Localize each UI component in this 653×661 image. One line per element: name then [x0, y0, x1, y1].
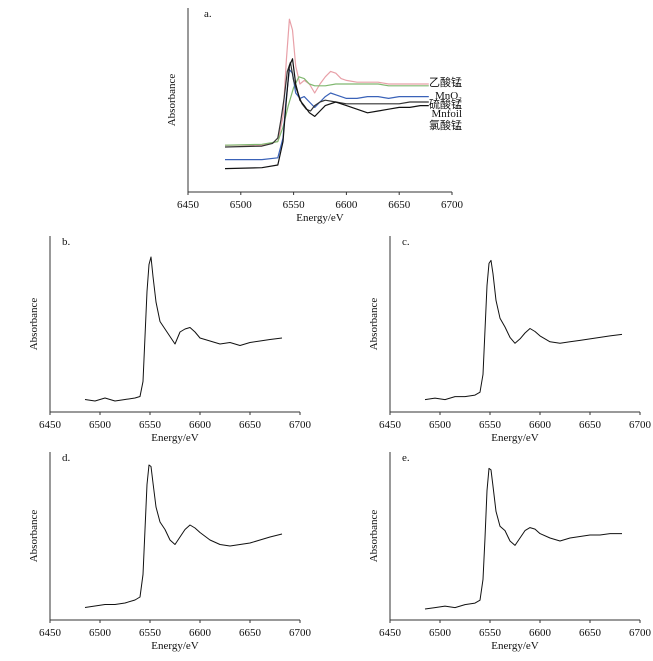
x-tick-label: 6700: [289, 419, 312, 431]
panel-d: 6450 6500 6550 6600 6650 6700 Energy/eV Absorba…: [28, 452, 312, 652]
legend-label: 乙酸锰: [429, 75, 462, 89]
x-tick-label: 6700: [441, 199, 464, 211]
x-tick-label: 6600: [529, 419, 552, 431]
panel-label: a.: [204, 8, 212, 20]
x-axis-label: Energy/eV: [491, 432, 539, 444]
legend-label: Mnfoil: [431, 108, 462, 120]
x-tick-label: 6700: [289, 627, 312, 639]
x-tick-label: 6500: [429, 627, 452, 639]
series-line-b-0: [84, 256, 283, 402]
x-tick-label: 6700: [629, 419, 652, 431]
x-tick-label: 6650: [239, 419, 262, 431]
x-tick-label: 6650: [579, 419, 602, 431]
x-tick-label: 6550: [139, 419, 162, 431]
y-axis-label: Absorbance: [368, 298, 380, 351]
x-axis-label: Energy/eV: [296, 212, 344, 224]
panel-b: 6450 6500 6550 6600 6650 6700 Energy/eV Absorba…: [28, 236, 312, 444]
x-tick-label: 6450: [379, 419, 402, 431]
series-line-c-0: [424, 259, 623, 401]
panel-label: c.: [402, 236, 410, 248]
x-tick-label: 6550: [479, 627, 502, 639]
series-line-a-1: [224, 76, 429, 146]
panel-a: 6450 6500 6550 6600 6650 6700 Energy/eV Absorba…: [166, 8, 464, 224]
x-tick-label: 6650: [388, 199, 411, 211]
x-tick-label: 6550: [139, 627, 162, 639]
x-axis-label: Energy/eV: [491, 640, 539, 652]
x-tick-label: 6450: [177, 199, 200, 211]
x-tick-label: 6450: [379, 627, 402, 639]
series-line-d-0: [84, 464, 283, 608]
x-tick-label: 6450: [39, 627, 62, 639]
x-tick-label: 6450: [39, 419, 62, 431]
x-tick-label: 6500: [429, 419, 452, 431]
x-tick-label: 6600: [189, 419, 212, 431]
x-tick-label: 6500: [89, 419, 112, 431]
x-tick-label: 6550: [479, 419, 502, 431]
x-tick-label: 6600: [335, 199, 358, 211]
panel-label: b.: [62, 236, 71, 248]
legend-label: 氯酸锰: [429, 118, 462, 132]
x-tick-label: 6500: [89, 627, 112, 639]
x-tick-label: 6650: [239, 627, 262, 639]
panel-c: 6450 6500 6550 6600 6650 6700 Energy/eV Absorba…: [368, 236, 652, 444]
legend-label: 硫酸锰: [429, 97, 462, 111]
panel-e: 6450 6500 6550 6600 6650 6700 Energy/eV Absorba…: [368, 452, 652, 652]
x-axis-label: Energy/eV: [151, 640, 199, 652]
x-tick-label: 6600: [189, 627, 212, 639]
y-axis-label: Absorbance: [28, 510, 40, 563]
series-line-a-3: [224, 61, 429, 148]
x-axis-label: Energy/eV: [151, 432, 199, 444]
y-axis-label: Absorbance: [166, 74, 178, 127]
x-tick-label: 6500: [230, 199, 253, 211]
x-tick-label: 6650: [579, 627, 602, 639]
legend-label: MnO₂: [435, 90, 462, 102]
panel-label: e.: [402, 452, 410, 464]
series-line-e-0: [424, 467, 622, 610]
y-axis-label: Absorbance: [368, 510, 380, 563]
panel-label: d.: [62, 452, 71, 464]
x-tick-label: 6600: [529, 627, 552, 639]
y-axis-label: Absorbance: [28, 298, 40, 351]
series-line-a-0: [225, 18, 429, 146]
x-tick-label: 6550: [283, 199, 306, 211]
series-line-a-4: [224, 58, 429, 170]
x-tick-label: 6700: [629, 627, 652, 639]
